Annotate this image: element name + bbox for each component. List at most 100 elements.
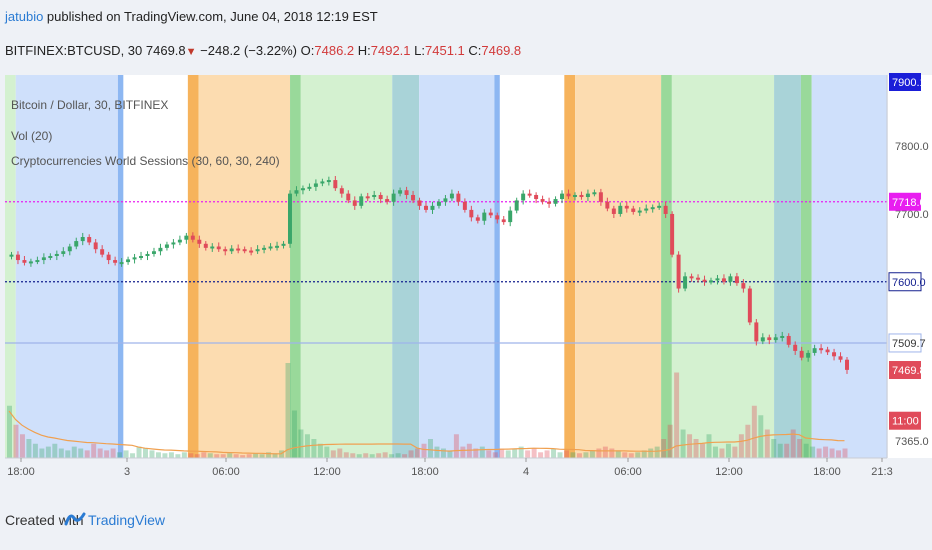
- candle-body: [605, 201, 610, 209]
- candle-body: [249, 250, 254, 253]
- author-link[interactable]: jatubio: [5, 9, 44, 24]
- price-label-box: [889, 192, 921, 211]
- volume-bar: [648, 448, 654, 458]
- volume-bar: [719, 448, 725, 458]
- price-label: 7718.0: [892, 197, 926, 209]
- volume-bar: [777, 443, 783, 458]
- candle-body: [780, 335, 785, 338]
- candle-body: [190, 235, 195, 240]
- volume-bar: [415, 448, 421, 458]
- volume-bar: [389, 454, 395, 458]
- session-band: [198, 75, 291, 458]
- symbol-label[interactable]: BITFINEX:BTCUSD, 30: [5, 43, 143, 58]
- session-band: [494, 75, 500, 458]
- volume-bar: [78, 448, 84, 458]
- candle-body: [728, 276, 733, 282]
- candle-body: [313, 183, 318, 187]
- volume-bar: [687, 434, 693, 458]
- candle-body: [676, 254, 681, 289]
- price-label-box: [889, 73, 921, 91]
- volume-bar: [712, 446, 718, 458]
- candlestick-chart[interactable]: 7365.0 7700.0 7800.0 7900.1 7718.0 7600.0 750…: [0, 70, 932, 490]
- candle-body: [488, 212, 493, 216]
- volume-bar: [615, 450, 621, 458]
- volume-bar: [751, 405, 757, 458]
- candle-body: [475, 217, 480, 221]
- volume-bar: [19, 434, 25, 458]
- candle-body: [300, 188, 305, 191]
- candle-body: [456, 193, 461, 202]
- volume-bar: [408, 450, 414, 458]
- candle-body: [715, 278, 720, 281]
- session-band: [661, 75, 672, 458]
- candle-body: [521, 193, 526, 201]
- candle-body: [598, 192, 603, 202]
- candle-body: [151, 251, 156, 254]
- low-value: 7451.1: [425, 43, 465, 58]
- price-label-box: [889, 411, 921, 430]
- down-arrow-icon: ▼: [185, 46, 197, 58]
- candle-body: [242, 249, 247, 252]
- volume-bar: [738, 434, 744, 458]
- volume-bar: [460, 446, 466, 458]
- candle-body: [223, 249, 228, 252]
- price-change: −248.2 (−3.22%): [200, 43, 298, 58]
- candle-body: [741, 283, 746, 289]
- time-axis-ticks[interactable]: 18:00 3 06:00 12:00 18:00 4 06:00 12:00 18:00 21:…: [7, 458, 893, 478]
- tradingview-logo-icon[interactable]: [64, 510, 86, 528]
- volume-bar: [162, 453, 168, 458]
- volume-bar: [272, 453, 278, 458]
- volume-bars: [7, 363, 848, 458]
- volume-bar: [732, 446, 738, 458]
- candle-body: [22, 260, 27, 263]
- candle-body: [294, 190, 299, 194]
- time-tick-label: 18:00: [813, 466, 841, 478]
- session-bands: [5, 75, 887, 458]
- session-band: [300, 75, 393, 458]
- volume-bar: [155, 452, 161, 458]
- volume-bar: [667, 424, 673, 458]
- volume-bar: [434, 446, 440, 458]
- candle-body: [184, 235, 189, 240]
- candle-body: [229, 248, 234, 252]
- volume-bar: [324, 446, 330, 458]
- candle-body: [378, 194, 383, 200]
- candle-body: [514, 200, 519, 211]
- volume-bar: [609, 448, 615, 458]
- candle-body: [773, 337, 778, 341]
- candle-body: [572, 194, 577, 197]
- price-label: 7509.7: [892, 338, 926, 350]
- volume-bar: [298, 429, 304, 458]
- volume-bar: [790, 429, 796, 458]
- candle-body: [9, 254, 14, 257]
- candle-body: [540, 199, 545, 202]
- session-band: [419, 75, 495, 458]
- candle-body: [411, 194, 416, 201]
- candle-body: [404, 190, 409, 195]
- candle-body: [618, 205, 623, 214]
- candle-body: [566, 193, 571, 197]
- candle-body: [139, 255, 144, 258]
- volume-bar: [764, 429, 770, 458]
- candle-body: [126, 259, 131, 263]
- high-label: H:: [357, 43, 371, 58]
- volume-bar: [700, 443, 706, 458]
- volume-bar: [674, 372, 680, 458]
- candle-body: [262, 247, 267, 250]
- ohlc-line: BITFINEX:BTCUSD, 30 7469.8▼ −248.2 (−3.2…: [5, 43, 521, 58]
- candle-body: [145, 253, 150, 256]
- volume-bar: [123, 450, 129, 458]
- candle-body: [767, 337, 772, 341]
- candle-body: [650, 207, 655, 210]
- candle-body: [287, 193, 292, 244]
- candle-body: [547, 201, 552, 204]
- volume-bar: [143, 448, 148, 458]
- price-axis[interactable]: [888, 75, 932, 458]
- candle-body: [799, 350, 804, 358]
- tradingview-brand[interactable]: TradingView: [88, 512, 166, 528]
- candle-body: [534, 194, 539, 200]
- candle-body: [177, 239, 182, 243]
- volume-bar: [564, 450, 569, 458]
- volume-bar: [745, 424, 751, 458]
- candle-body: [819, 348, 824, 351]
